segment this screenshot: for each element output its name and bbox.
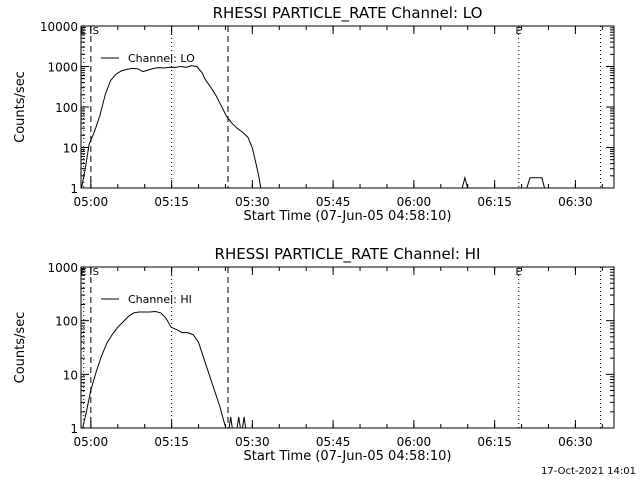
x-tick-label: 05:45 bbox=[316, 435, 351, 449]
y-tick-label: 10 bbox=[63, 142, 78, 156]
x-tick-label: 05:15 bbox=[154, 435, 189, 449]
x-tick-label: 05:15 bbox=[154, 195, 189, 209]
legend-label: Channel: HI bbox=[128, 293, 192, 306]
x-tick-label: 06:30 bbox=[558, 195, 593, 209]
series-line bbox=[82, 310, 227, 429]
y-tick-label: 1 bbox=[70, 422, 78, 436]
series-line bbox=[81, 65, 262, 189]
x-tick-label: 05:00 bbox=[74, 195, 109, 209]
y-axis-label: Counts/sec bbox=[13, 312, 28, 384]
x-tick-label: 06:15 bbox=[477, 195, 512, 209]
y-tick-label: 1 bbox=[70, 182, 78, 196]
x-tick-label: 05:30 bbox=[235, 195, 270, 209]
x-tick-label: 06:15 bbox=[477, 435, 512, 449]
x-axis-label: Start Time (07-Jun-05 04:58:10) bbox=[244, 209, 452, 224]
footer-date: 17-Oct-2021 14:01 bbox=[541, 466, 636, 477]
marker-label: S bbox=[93, 267, 99, 278]
marker-label: S bbox=[93, 26, 99, 37]
series-line bbox=[228, 416, 233, 429]
y-tick-label: 10 bbox=[63, 368, 78, 382]
x-tick-label: 05:30 bbox=[235, 435, 270, 449]
chart-title: RHESSI PARTICLE_RATE Channel: HI bbox=[215, 245, 481, 264]
y-tick-label: 1000 bbox=[47, 261, 78, 275]
x-axis-label: Start Time (07-Jun-05 04:58:10) bbox=[244, 449, 452, 464]
x-tick-label: 06:30 bbox=[558, 435, 593, 449]
marker-label: E bbox=[81, 26, 87, 37]
y-tick-label: 100 bbox=[55, 101, 78, 115]
y-tick-label: 10000 bbox=[40, 20, 78, 34]
y-tick-label: 1000 bbox=[47, 61, 78, 75]
series-line bbox=[236, 416, 247, 429]
plot-frame bbox=[80, 25, 615, 189]
x-tick-label: 06:00 bbox=[397, 435, 432, 449]
legend-label: Channel: LO bbox=[128, 52, 195, 65]
series-line bbox=[526, 177, 545, 189]
plot-frame bbox=[80, 266, 615, 429]
marker-label: E bbox=[516, 267, 522, 278]
chart-title: RHESSI PARTICLE_RATE Channel: LO bbox=[213, 4, 483, 23]
series-line bbox=[461, 175, 469, 189]
marker-label: E bbox=[81, 267, 87, 278]
x-tick-label: 06:00 bbox=[397, 195, 432, 209]
x-tick-label: 05:00 bbox=[74, 435, 109, 449]
y-axis-label: Counts/sec bbox=[13, 71, 28, 143]
x-tick-label: 05:45 bbox=[316, 195, 351, 209]
panel-channel-hi: RHESSI PARTICLE_RATE Channel: HI 1 10 100 10… bbox=[13, 245, 615, 464]
y-tick-label: 100 bbox=[55, 315, 78, 329]
marker-label: E bbox=[516, 26, 522, 37]
panel-channel-lo: RHESSI PARTICLE_RATE Channel: LO 1 10 100 10… bbox=[13, 4, 615, 224]
